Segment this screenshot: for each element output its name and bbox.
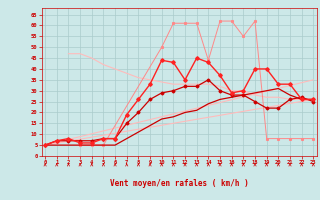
- X-axis label: Vent moyen/en rafales ( km/h ): Vent moyen/en rafales ( km/h ): [110, 179, 249, 188]
